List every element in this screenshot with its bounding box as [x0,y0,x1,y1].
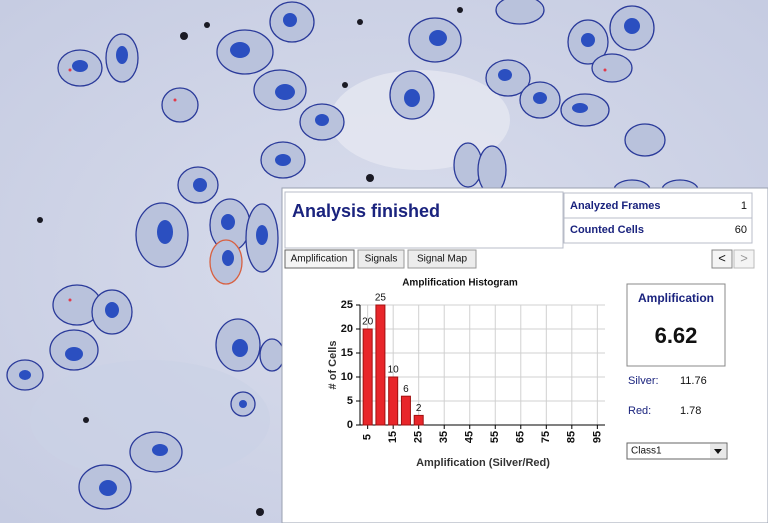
bar [400,395,411,426]
result-title: Amplification [638,291,714,305]
stat-label: Analyzed Frames [570,200,660,212]
x-tick-label: 5 [362,434,374,440]
result-label: Silver: [628,375,659,387]
nav-button[interactable] [711,249,733,269]
plot-area [360,305,605,425]
result-value: 6.62 [655,323,698,348]
tab[interactable] [284,249,355,269]
stat-label: Counted Cells [570,224,644,236]
nav-button[interactable] [733,249,755,269]
stat-value: 1 [741,200,747,212]
nav-label[interactable]: > [740,250,748,265]
bar [362,328,373,426]
y-tick-label: 10 [341,371,353,383]
result-label: Red: [628,405,651,417]
x-tick-label: 35 [438,431,450,443]
stat-value: 60 [735,224,747,236]
y-tick-label: 15 [341,347,353,359]
y-axis-title: # of Cells [327,341,339,390]
x-axis-title: Amplification (Silver/Red) [416,457,550,469]
dropdown[interactable] [626,442,728,460]
tab[interactable] [407,249,477,269]
chart-title: Amplification Histogram [402,278,518,289]
y-tick-label: 20 [341,323,353,335]
tab[interactable] [357,249,405,269]
x-tick-label: 25 [413,431,425,443]
x-tick-label: 75 [540,431,552,443]
tab-label[interactable]: Amplification [291,254,348,265]
result-number: 1.78 [680,405,701,417]
nav-label[interactable]: < [718,250,726,265]
data-label: 10 [388,365,400,376]
bar [375,304,386,426]
x-tick-label: 45 [464,431,476,443]
data-label: 2 [416,403,422,414]
data-label: 20 [362,317,374,328]
status-title: Analysis finished [292,201,440,221]
y-tick-label: 25 [341,299,353,311]
data-label: 25 [375,293,387,304]
y-tick-label: 0 [347,419,353,431]
x-tick-label: 65 [515,431,527,443]
x-tick-label: 85 [566,431,578,443]
x-tick-label: 55 [489,431,501,443]
tab-label[interactable]: Signal Map [417,254,467,265]
result-number: 11.76 [680,375,707,387]
x-tick-label: 95 [591,431,603,443]
data-label: 6 [403,384,409,395]
bar [388,376,399,426]
y-tick-label: 5 [347,395,353,407]
x-tick-label: 15 [387,431,399,443]
tab-label[interactable]: Signals [365,254,398,265]
dropdown-label[interactable]: Class1 [631,446,662,457]
bar [413,414,424,426]
